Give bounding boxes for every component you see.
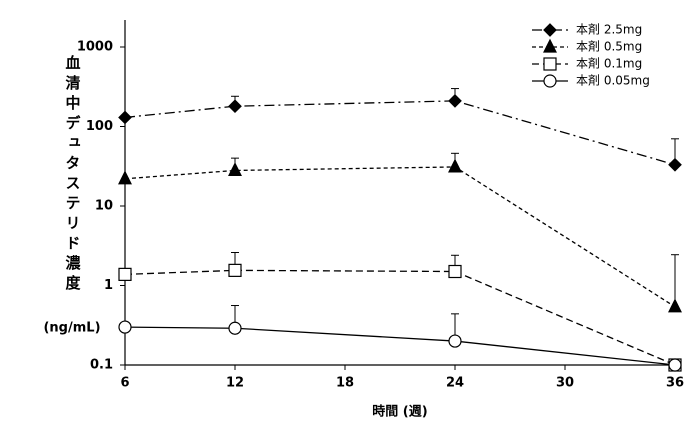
data-point [118,170,132,185]
series-line [124,326,676,366]
legend-label: 本剤 0.5mg [576,39,642,54]
data-point [448,94,462,108]
legend-label: 本剤 0.05mg [576,73,650,88]
data-point [668,358,682,372]
legend-marker [543,38,557,53]
data-point [118,267,132,281]
legend-label: 本剤 0.1mg [576,56,642,71]
data-point [118,320,132,334]
y-axis-unit: (ng/mL) [43,321,100,336]
y-tick-label: 10 [95,199,113,214]
series-line [124,269,676,366]
data-point [668,157,682,172]
y-tick-label: 1 [104,278,113,293]
data-point [228,162,242,177]
data-point [118,110,132,125]
legend-marker [543,23,557,37]
y-axis-label: 血清中デュタステリド濃度 [64,54,82,295]
y-tick-label: 0.1 [90,358,113,373]
x-tick-label: 18 [336,376,354,391]
x-tick-label: 24 [446,376,464,391]
data-point [668,298,682,313]
x-tick-label: 6 [120,376,129,391]
data-point [228,321,242,335]
x-tick-label: 30 [556,376,574,391]
data-point [448,334,462,348]
series-line [124,166,676,308]
x-axis-label: 時間 (週) [372,404,427,420]
series-line [124,100,676,166]
data-point [228,99,242,114]
legend-marker [543,57,557,71]
legend-marker [543,74,557,88]
data-point [448,158,462,173]
x-tick-label: 12 [226,376,244,391]
data-point [228,263,242,277]
x-tick-label: 36 [666,376,684,391]
legend-label: 本剤 2.5mg [576,22,642,37]
data-point [448,264,462,279]
y-tick-label: 1000 [77,40,113,55]
y-tick-label: 100 [86,119,113,134]
